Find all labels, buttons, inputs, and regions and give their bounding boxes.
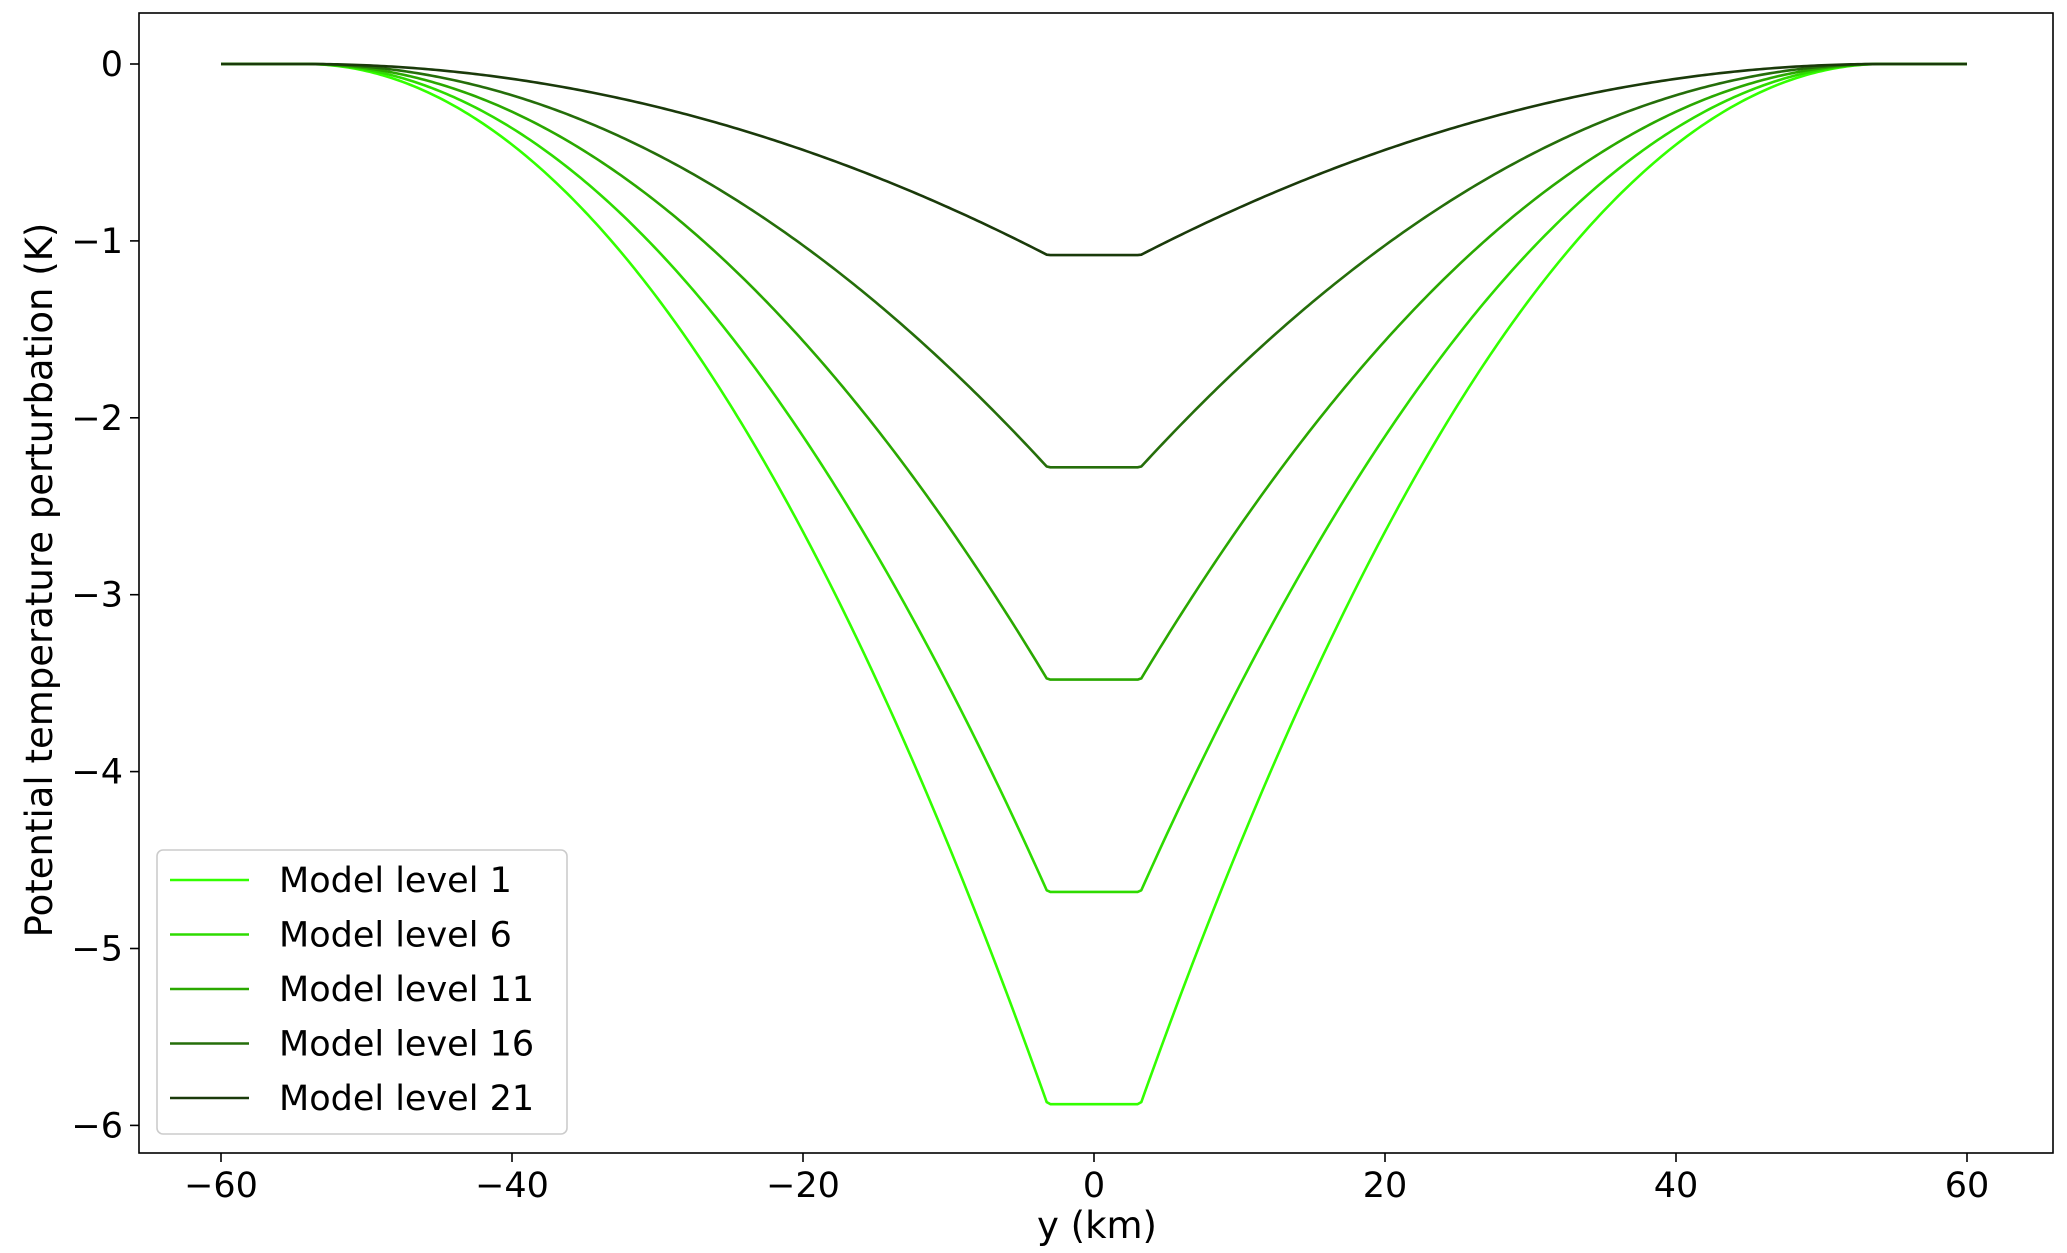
- series-line-3: [221, 62, 1967, 681]
- x-tick-label: 20: [1363, 1166, 1408, 1206]
- y-tick-label: 0: [101, 45, 123, 85]
- legend: Model level 1 Model level 6 Model level 11…: [156, 849, 568, 1135]
- x-tick-label: −60: [184, 1166, 258, 1206]
- plot-frame: [138, 12, 2054, 1154]
- x-axis-title: y (km): [1037, 1204, 1157, 1247]
- series-line-2: [221, 62, 1967, 894]
- legend-label: Model level 1: [279, 861, 512, 901]
- x-tick-label: 0: [1083, 1166, 1105, 1206]
- series-line-5: [221, 62, 1967, 257]
- y-tick-label: −4: [71, 753, 123, 793]
- legend-label: Model level 11: [279, 970, 534, 1010]
- x-tick-label: −20: [766, 1166, 840, 1206]
- series-line-1: [221, 62, 1967, 1106]
- legend-label: Model level 16: [279, 1025, 534, 1065]
- legend-box: [156, 849, 568, 1135]
- legend-label: Model level 21: [279, 1079, 534, 1119]
- y-tick-label: −2: [71, 399, 123, 439]
- y-tick-label: −3: [71, 576, 123, 616]
- ticks-layer: −60 −40 −20 0 20 40 60 0 −1 −2 −3 −4 −5 −6: [71, 45, 1989, 1206]
- x-tick-label: 40: [1654, 1166, 1699, 1206]
- x-tick-label: 60: [1945, 1166, 1990, 1206]
- y-tick-label: −6: [71, 1106, 123, 1146]
- x-tick-label: −40: [475, 1166, 549, 1206]
- legend-label: Model level 6: [279, 916, 512, 956]
- series-layer: [221, 62, 1967, 1106]
- y-tick-label: −1: [71, 222, 123, 262]
- y-axis-title: Potential temperature perturbation (K): [18, 223, 61, 938]
- plot-area: [138, 12, 2054, 1154]
- y-tick-label: −5: [71, 930, 123, 970]
- series-line-4: [221, 62, 1967, 469]
